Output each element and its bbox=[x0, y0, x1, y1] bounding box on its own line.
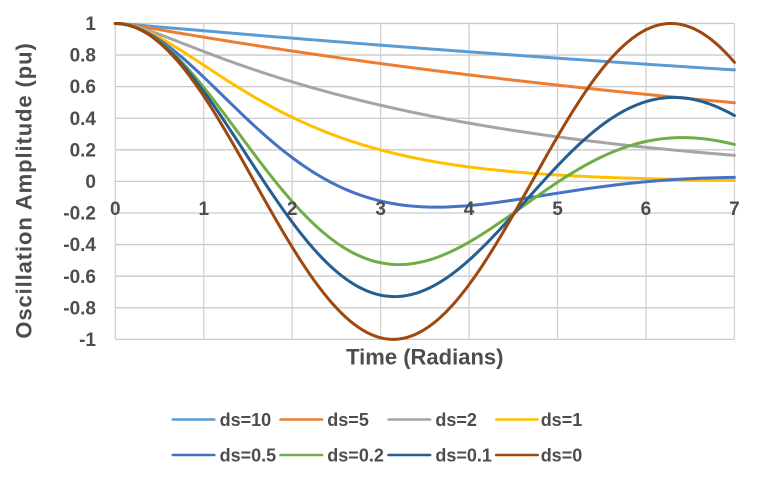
svg-text:ds=0.5: ds=0.5 bbox=[220, 445, 277, 465]
svg-text:0: 0 bbox=[85, 172, 96, 193]
svg-text:4: 4 bbox=[464, 199, 475, 220]
svg-text:ds=0.1: ds=0.1 bbox=[435, 445, 492, 465]
svg-text:5: 5 bbox=[552, 199, 563, 220]
svg-text:Time (Radians): Time (Radians) bbox=[346, 344, 503, 369]
svg-text:3: 3 bbox=[375, 199, 386, 220]
svg-text:7: 7 bbox=[729, 199, 740, 220]
svg-text:-0.8: -0.8 bbox=[63, 298, 96, 319]
svg-text:ds=0: ds=0 bbox=[541, 445, 583, 465]
svg-text:ds=5: ds=5 bbox=[327, 410, 369, 430]
svg-text:0.6: 0.6 bbox=[70, 77, 96, 98]
svg-text:6: 6 bbox=[641, 199, 652, 220]
svg-text:-0.4: -0.4 bbox=[63, 235, 96, 256]
svg-text:0.2: 0.2 bbox=[70, 140, 96, 161]
svg-text:ds=10: ds=10 bbox=[220, 410, 272, 430]
svg-text:0.4: 0.4 bbox=[70, 109, 97, 130]
svg-text:Oscillation Amplitude (pu): Oscillation Amplitude (pu) bbox=[11, 42, 36, 338]
svg-text:0: 0 bbox=[110, 199, 121, 220]
svg-text:-0.2: -0.2 bbox=[63, 204, 96, 225]
svg-text:1: 1 bbox=[85, 14, 96, 35]
svg-text:-0.6: -0.6 bbox=[63, 267, 96, 288]
svg-text:-1: -1 bbox=[79, 330, 96, 351]
svg-text:ds=0.2: ds=0.2 bbox=[327, 445, 384, 465]
svg-text:ds=1: ds=1 bbox=[541, 410, 583, 430]
svg-text:1: 1 bbox=[198, 199, 209, 220]
svg-text:0.8: 0.8 bbox=[70, 46, 96, 67]
svg-text:2: 2 bbox=[287, 199, 298, 220]
svg-text:ds=2: ds=2 bbox=[435, 410, 477, 430]
